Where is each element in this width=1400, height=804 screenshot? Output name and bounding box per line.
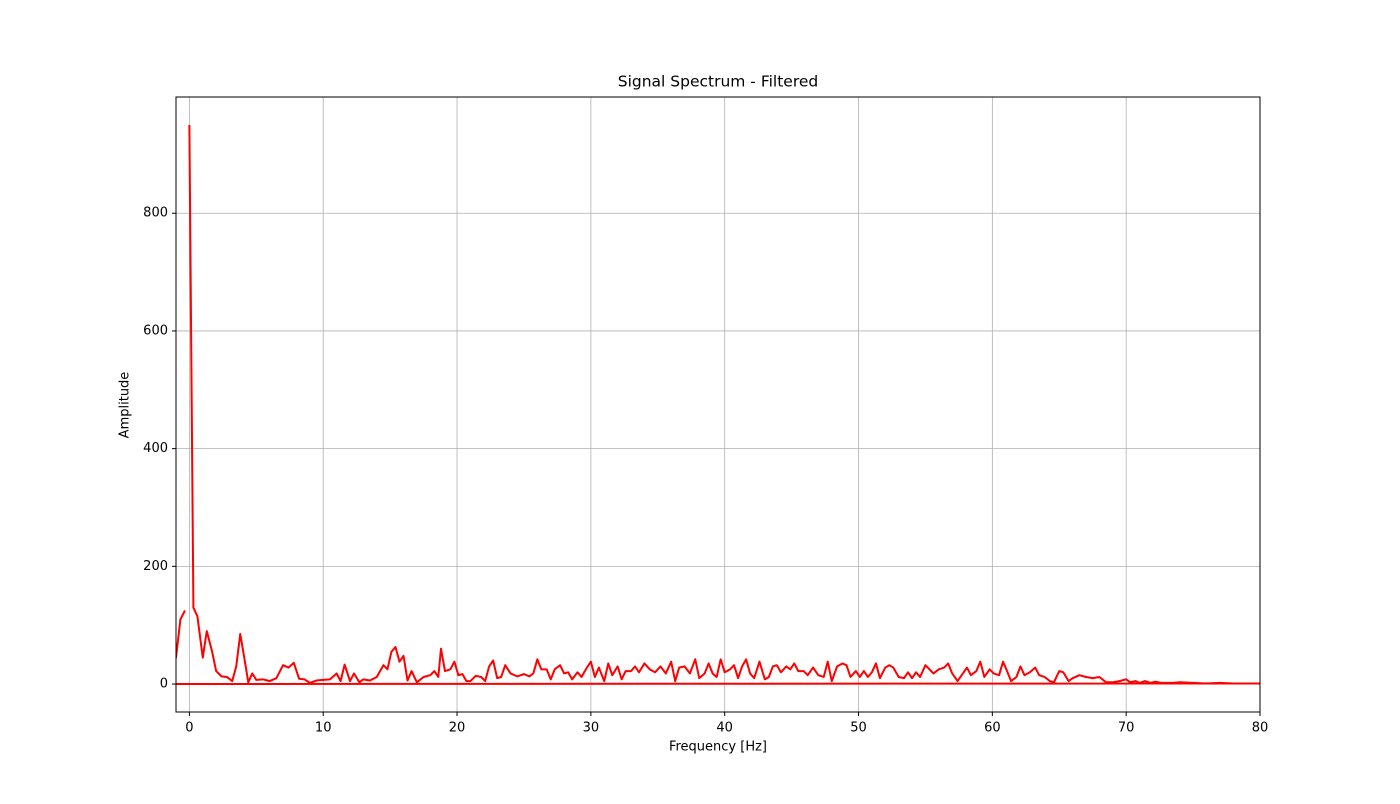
y-tick-label: 800 bbox=[143, 206, 168, 221]
x-tick-label: 80 bbox=[1252, 721, 1269, 736]
plot-frame bbox=[175, 96, 1261, 713]
y-tick-label: 400 bbox=[143, 441, 168, 456]
y-tick-label: 600 bbox=[143, 323, 168, 338]
y-tick-label: 200 bbox=[143, 559, 168, 574]
y-tick-label: 0 bbox=[160, 677, 168, 692]
x-tick-label: 20 bbox=[449, 721, 466, 736]
x-axis-label: Frequency [Hz] bbox=[669, 740, 767, 755]
x-tick-label: 40 bbox=[716, 721, 733, 736]
chart-title: Signal Spectrum - Filtered bbox=[618, 73, 819, 91]
x-tick-label: 50 bbox=[850, 721, 867, 736]
x-tick-label: 30 bbox=[583, 721, 600, 736]
x-tick-label: 70 bbox=[1118, 721, 1135, 736]
spectrum-line bbox=[176, 124, 1260, 686]
x-tick-label: 0 bbox=[185, 721, 193, 736]
x-tick-label: 10 bbox=[315, 721, 332, 736]
x-tick-label: 60 bbox=[984, 721, 1001, 736]
y-axis-label: Amplitude bbox=[118, 372, 133, 439]
